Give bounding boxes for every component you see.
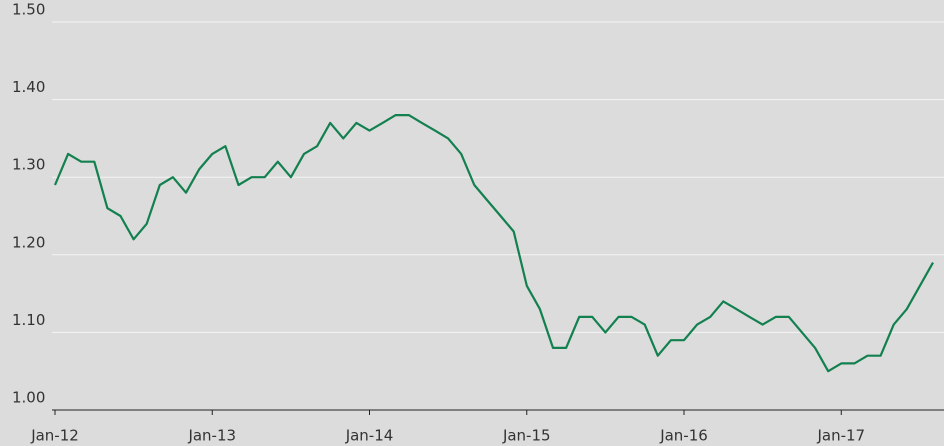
line-series <box>53 114 934 373</box>
x-tick-label: Jan-15 <box>502 427 551 445</box>
x-tick-label: Jan-13 <box>187 427 236 445</box>
y-tick-label: 1.50 <box>12 1 45 19</box>
x-tick-label: Jan-16 <box>659 427 708 445</box>
x-tick-label: Jan-12 <box>30 427 79 445</box>
x-tick-label: Jan-17 <box>816 427 865 445</box>
y-tick-label: 1.40 <box>12 78 45 96</box>
y-tick-label: 1.30 <box>12 156 45 174</box>
y-tick-label: 1.10 <box>12 311 45 329</box>
x-tick-label: Jan-14 <box>345 427 394 445</box>
y-tick-label: 1.20 <box>12 233 45 251</box>
y-tick-label: 1.00 <box>12 389 45 407</box>
